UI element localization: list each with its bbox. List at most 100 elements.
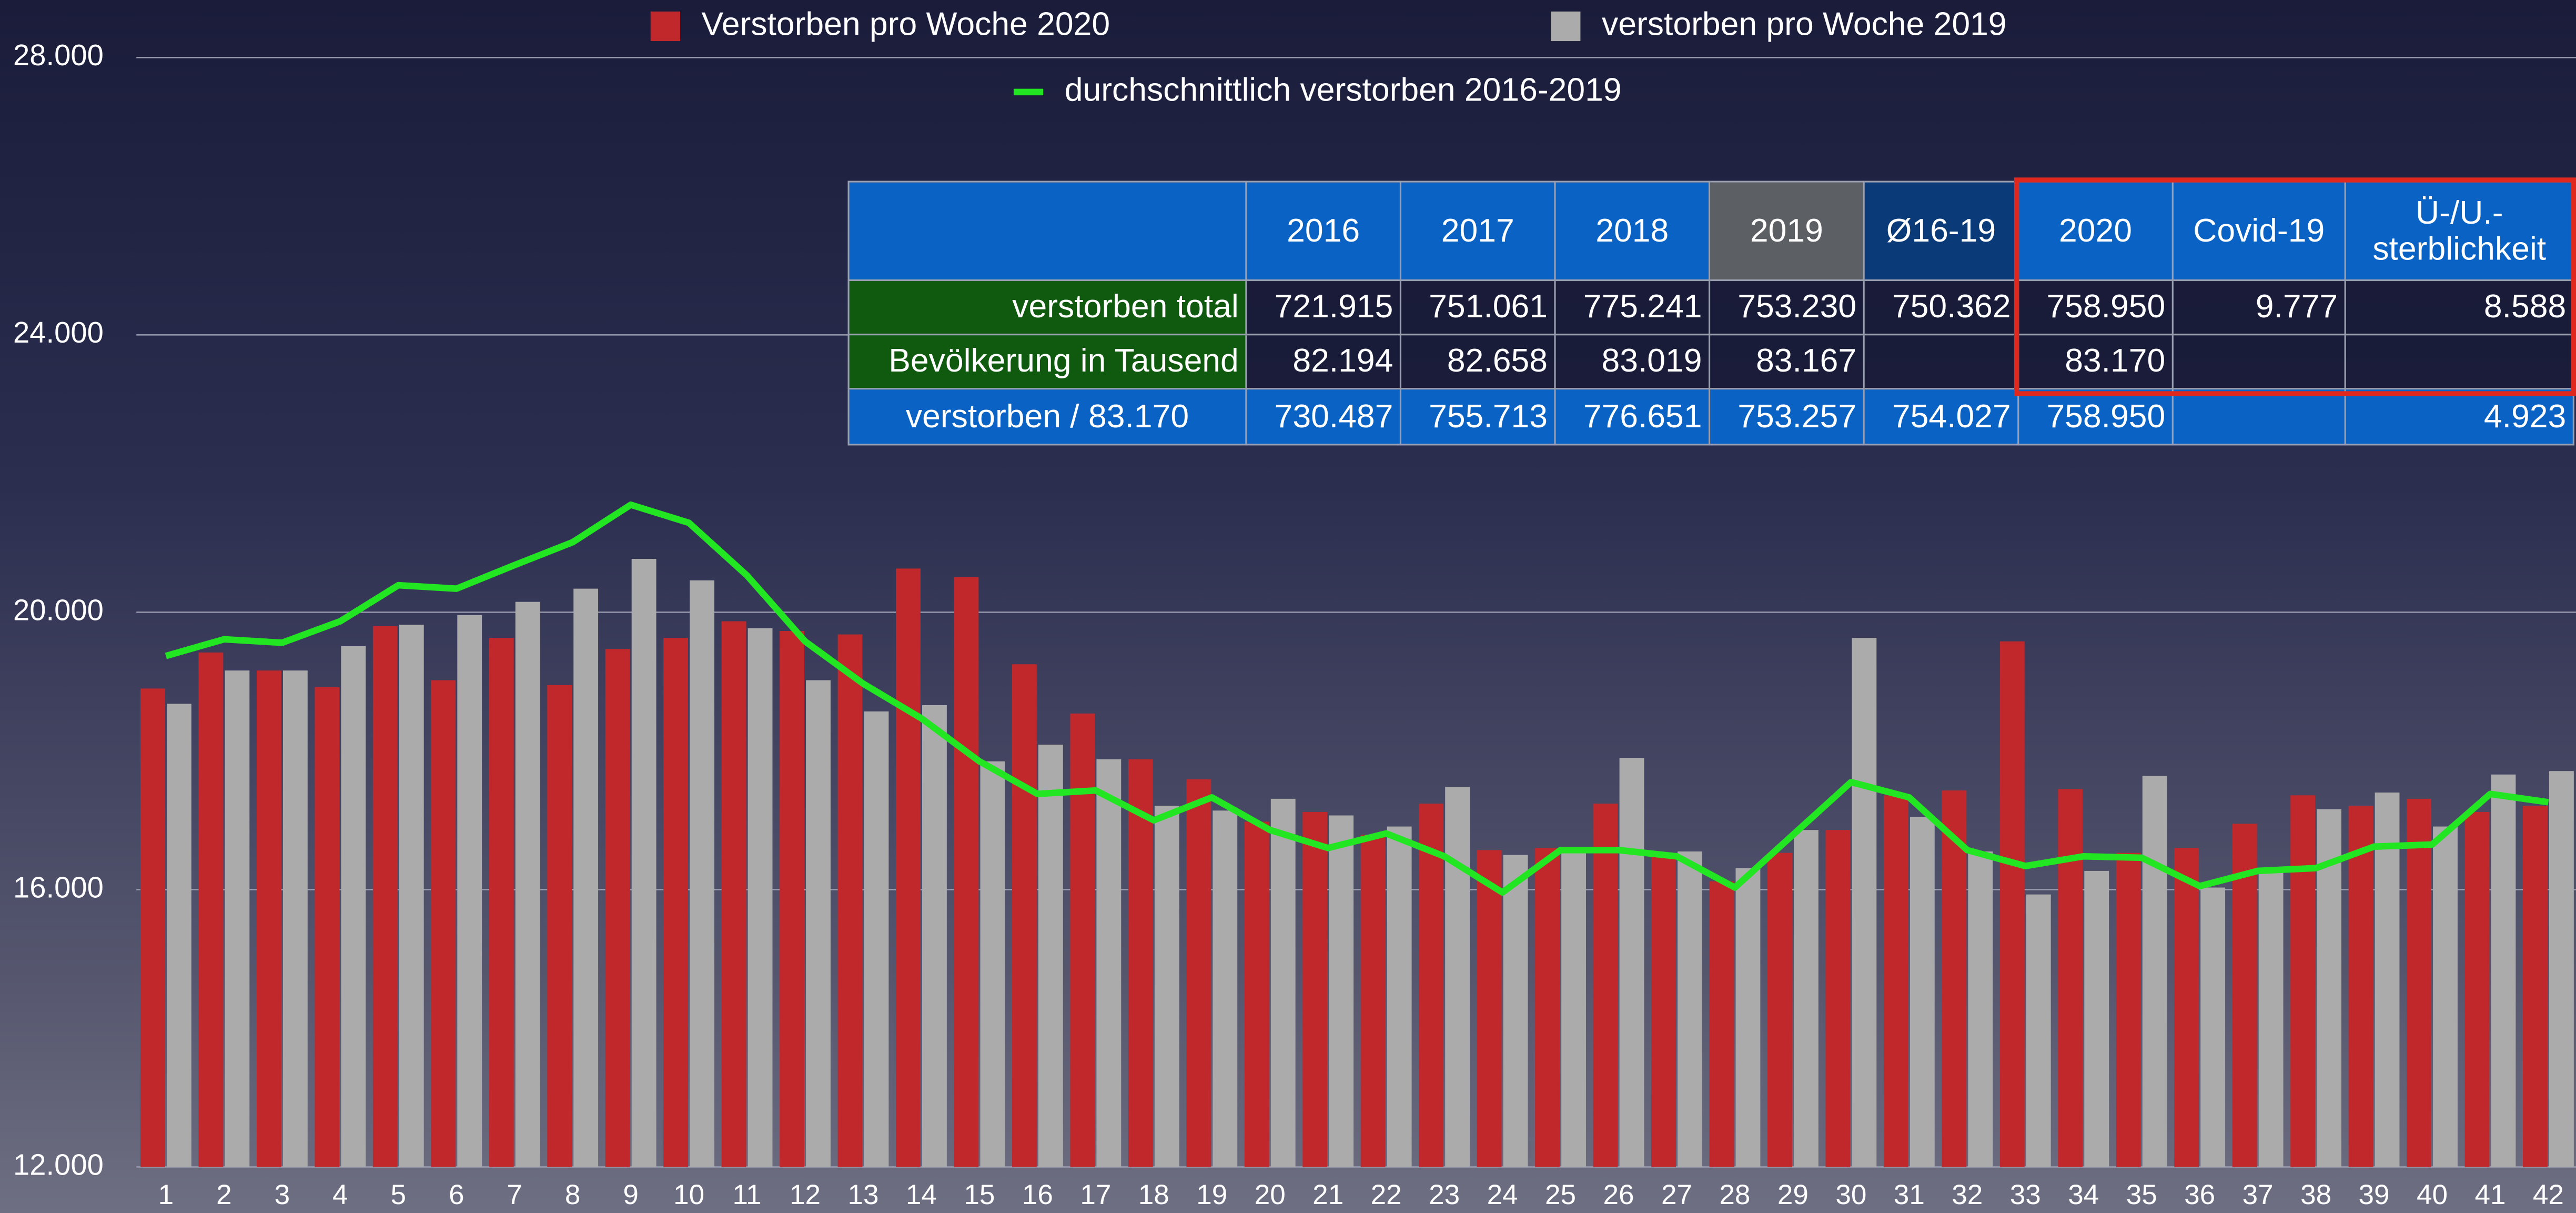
bar xyxy=(1445,787,1470,1167)
x-tick-label: 40 xyxy=(2417,1179,2448,1210)
x-tick-label: 20 xyxy=(1255,1179,1286,1210)
x-tick-label: 2 xyxy=(216,1179,232,1210)
x-tick-label: 33 xyxy=(2010,1179,2041,1210)
bar xyxy=(2200,887,2226,1167)
bar xyxy=(2433,826,2458,1167)
table-cell xyxy=(2344,334,2574,390)
bar xyxy=(1942,790,1967,1167)
table-cell: Ø16-19 xyxy=(1863,181,2019,282)
x-tick-label: 42 xyxy=(2533,1179,2564,1210)
table-cell: 9.777 xyxy=(2171,279,2346,336)
bar xyxy=(980,761,1005,1167)
bar xyxy=(1968,851,1993,1167)
bar xyxy=(489,638,514,1167)
x-tick-label: 34 xyxy=(2068,1179,2099,1210)
bar xyxy=(896,568,921,1167)
bar xyxy=(2084,870,2109,1167)
table-cell: 82.658 xyxy=(1399,334,1556,390)
bar xyxy=(1360,835,1386,1167)
table-cell: 2017 xyxy=(1399,181,1556,282)
x-tick-label: 24 xyxy=(1487,1179,1518,1210)
bar xyxy=(1096,759,1122,1167)
bar xyxy=(2523,806,2548,1167)
bar xyxy=(225,670,250,1167)
bar xyxy=(1678,851,1702,1167)
bar xyxy=(457,615,482,1167)
x-tick-label: 17 xyxy=(1080,1179,1111,1210)
x-tick-label: 8 xyxy=(565,1179,581,1210)
bar xyxy=(1793,830,1819,1167)
x-tick-label: 26 xyxy=(1603,1179,1634,1210)
table-row: Bevölkerung in Tausend 82.194 82.658 83.019… xyxy=(847,334,2574,390)
bar xyxy=(1012,664,1037,1167)
bar xyxy=(1735,868,1761,1167)
bar xyxy=(2464,811,2490,1167)
table-cell: 4.923 xyxy=(2344,388,2574,446)
bar xyxy=(605,649,630,1167)
bar xyxy=(864,711,889,1167)
bar xyxy=(1651,856,1676,1167)
bar xyxy=(954,577,979,1167)
x-tick-label: 13 xyxy=(847,1179,878,1210)
bar xyxy=(140,688,165,1167)
y-tick-label: 28.000 xyxy=(13,38,104,72)
bar xyxy=(1154,806,1179,1167)
bar xyxy=(837,634,863,1167)
x-tick-label: 14 xyxy=(906,1179,937,1210)
bar xyxy=(1619,758,1644,1167)
bar xyxy=(2290,795,2316,1167)
table-cell: 82.194 xyxy=(1245,334,1401,390)
x-tick-label: 11 xyxy=(733,1179,762,1210)
bar xyxy=(806,680,831,1167)
table-cell: 83.167 xyxy=(1709,334,1865,390)
x-tick-label: 7 xyxy=(507,1179,522,1210)
bar xyxy=(1329,815,1354,1167)
bar xyxy=(399,625,424,1167)
bar xyxy=(372,626,398,1167)
bar xyxy=(780,631,804,1167)
bar xyxy=(663,638,689,1167)
table-cell: Covid-19 xyxy=(2171,181,2346,282)
legend-label: verstorben pro Woche 2019 xyxy=(1602,5,2007,42)
table-cell: verstorben total xyxy=(847,279,1247,336)
bar xyxy=(1999,641,2025,1167)
legend-label: Verstorben pro Woche 2020 xyxy=(702,5,1110,42)
x-tick-label: 30 xyxy=(1835,1179,1866,1210)
x-tick-label: 9 xyxy=(623,1179,639,1210)
table-cell: 755.713 xyxy=(1399,388,1556,446)
table-cell xyxy=(2171,334,2346,390)
bar xyxy=(2058,789,2083,1167)
bar xyxy=(282,670,308,1167)
table-cell: 721.915 xyxy=(1245,279,1401,336)
x-tick-label: 21 xyxy=(1312,1179,1343,1210)
bar xyxy=(1186,779,1211,1167)
bar xyxy=(547,685,572,1167)
bar xyxy=(1128,759,1153,1167)
bar xyxy=(922,705,947,1167)
bar xyxy=(1244,821,1269,1167)
bar xyxy=(1767,853,1792,1167)
table-cell: 751.061 xyxy=(1399,279,1556,336)
table-cell: 2020 xyxy=(2017,181,2174,282)
x-tick-label: 18 xyxy=(1138,1179,1169,1210)
bar xyxy=(2491,774,2516,1167)
bar xyxy=(2232,824,2257,1167)
legend-swatch xyxy=(650,11,680,42)
bar xyxy=(166,704,191,1167)
table-cell: 2019 xyxy=(1709,181,1865,282)
x-tick-label: 37 xyxy=(2242,1179,2274,1210)
bar xyxy=(1535,848,1560,1167)
table-cell: 83.170 xyxy=(2017,334,2174,390)
bar xyxy=(2375,793,2400,1167)
bar xyxy=(341,646,366,1167)
table-cell: 758.950 xyxy=(2017,388,2174,446)
bar xyxy=(1852,638,1877,1167)
bar xyxy=(1503,855,1528,1167)
table-cell: 753.230 xyxy=(1709,279,1865,336)
x-tick-label: 27 xyxy=(1661,1179,1692,1210)
legend-swatch xyxy=(1551,11,1581,42)
bar xyxy=(515,602,540,1167)
x-tick-label: 19 xyxy=(1196,1179,1227,1210)
